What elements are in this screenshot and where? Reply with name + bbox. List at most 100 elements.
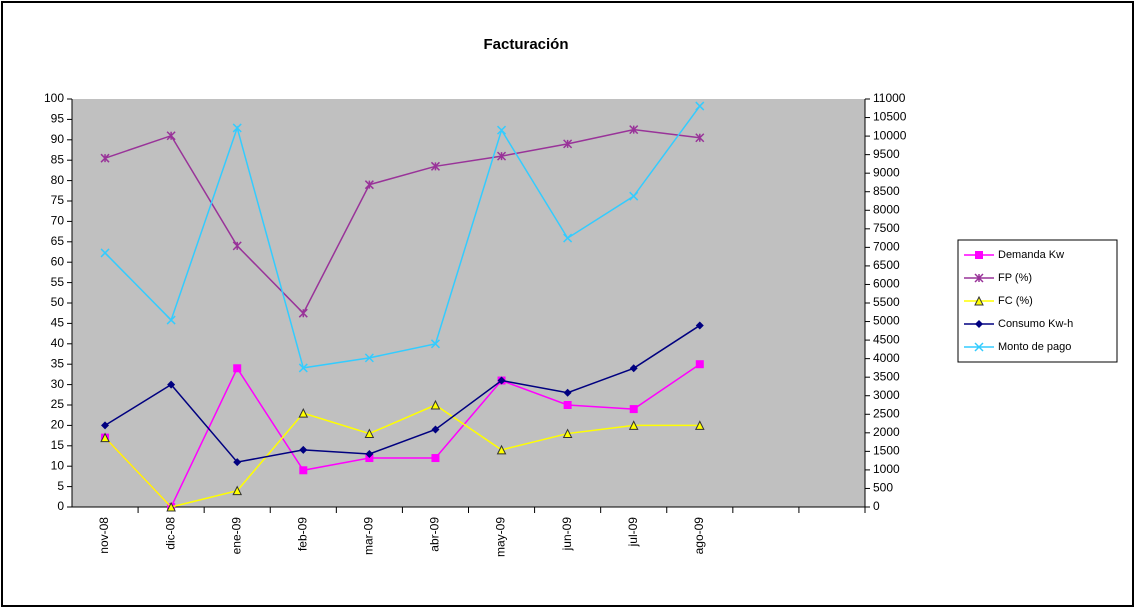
marker <box>299 445 308 454</box>
marker <box>497 125 507 135</box>
marker <box>496 444 507 455</box>
y-tick-label: 95 <box>51 112 65 126</box>
y2-tick-label: 10500 <box>873 110 907 124</box>
marker <box>365 449 374 458</box>
y2-tick-label: 5500 <box>873 295 900 309</box>
marker <box>232 485 243 496</box>
legend-label: FP (%) <box>998 272 1032 284</box>
marker <box>563 139 573 149</box>
marker <box>431 425 440 434</box>
marker <box>430 339 440 349</box>
y-tick-label: 70 <box>51 214 65 228</box>
y-tick-label: 40 <box>51 336 65 350</box>
y-tick-label: 25 <box>51 397 65 411</box>
marker <box>232 123 242 133</box>
marker <box>166 131 176 141</box>
y-tick-label: 15 <box>51 438 65 452</box>
x-tick-label: ene-09 <box>229 517 243 555</box>
y2-tick-label: 0 <box>873 499 880 513</box>
y2-tick-label: 6000 <box>873 277 900 291</box>
marker <box>563 233 573 243</box>
marker <box>975 320 983 328</box>
marker <box>365 454 374 463</box>
y2-tick-label: 6500 <box>873 258 900 272</box>
x-tick-label: mar-09 <box>362 517 376 555</box>
x-tick-label: abr-09 <box>428 517 442 552</box>
y2-tick-label: 9500 <box>873 147 900 161</box>
marker <box>166 501 176 512</box>
marker <box>497 376 506 385</box>
marker <box>629 364 638 373</box>
y-tick-label: 20 <box>51 418 65 432</box>
marker <box>232 241 242 251</box>
series-line <box>104 363 701 509</box>
marker <box>629 125 639 135</box>
marker <box>233 364 242 373</box>
marker <box>695 101 705 111</box>
y2-tick-label: 2000 <box>873 425 900 439</box>
y2-tick-label: 8500 <box>873 184 900 198</box>
marker <box>695 321 704 330</box>
legend-label: Demanda Kw <box>998 249 1064 261</box>
y2-tick-label: 8000 <box>873 202 900 216</box>
x-tick-label: feb-09 <box>295 517 309 551</box>
y-tick-label: 10 <box>51 458 65 472</box>
y-tick-label: 5 <box>57 479 64 493</box>
marker <box>101 421 110 430</box>
marker <box>430 161 440 171</box>
marker <box>974 273 984 283</box>
marker <box>364 428 375 439</box>
y-tick-label: 55 <box>51 275 65 289</box>
y2-tick-label: 11000 <box>873 91 906 105</box>
marker <box>430 399 441 410</box>
legend-label: Consumo Kw-h <box>998 318 1073 330</box>
marker <box>298 408 309 418</box>
marker <box>364 353 374 363</box>
marker <box>695 133 705 143</box>
marker <box>974 295 984 306</box>
chart-title: Facturación <box>483 36 568 53</box>
marker <box>695 360 704 369</box>
x-tick-label: jun-09 <box>560 517 574 552</box>
y2-tick-label: 9000 <box>873 165 900 179</box>
marker <box>975 251 983 259</box>
marker <box>694 420 705 430</box>
y2-tick-label: 7000 <box>873 240 900 254</box>
series-line <box>104 404 700 508</box>
y2-tick-label: 4000 <box>873 351 900 365</box>
y2-tick-label: 1000 <box>873 462 900 476</box>
y-tick-label: 65 <box>51 234 65 248</box>
y-tick-label: 80 <box>51 173 65 187</box>
marker <box>563 401 572 409</box>
y2-tick-label: 1500 <box>873 444 900 458</box>
legend-label: FC (%) <box>998 295 1033 307</box>
x-tick-label: jul-09 <box>626 517 640 548</box>
marker <box>629 191 639 201</box>
legend-label: Monto de pago <box>998 341 1071 353</box>
series-line <box>104 105 701 369</box>
x-tick-label: dic-08 <box>163 517 177 550</box>
y2-tick-label: 4500 <box>873 332 900 346</box>
y-tick-label: 85 <box>51 152 65 166</box>
marker <box>100 248 110 258</box>
y2-tick-label: 2500 <box>873 406 900 420</box>
marker <box>974 342 984 352</box>
y-tick-label: 90 <box>51 132 65 146</box>
y2-tick-label: 3000 <box>873 388 900 402</box>
marker <box>298 363 308 373</box>
series-line <box>104 324 701 463</box>
y2-tick-label: 7500 <box>873 221 900 235</box>
y-tick-label: 30 <box>51 377 65 391</box>
y-tick-label: 100 <box>44 91 64 105</box>
marker <box>562 428 573 439</box>
y2-tick-label: 5000 <box>873 314 900 328</box>
plot-area <box>72 99 865 507</box>
marker <box>233 458 242 467</box>
marker <box>497 151 507 161</box>
marker <box>628 420 639 430</box>
marker <box>431 454 440 463</box>
marker <box>100 432 110 443</box>
marker <box>364 180 374 190</box>
legend: Demanda Kw FP (%) FC (%) Consumo Kw-h Monto … <box>957 239 1118 363</box>
